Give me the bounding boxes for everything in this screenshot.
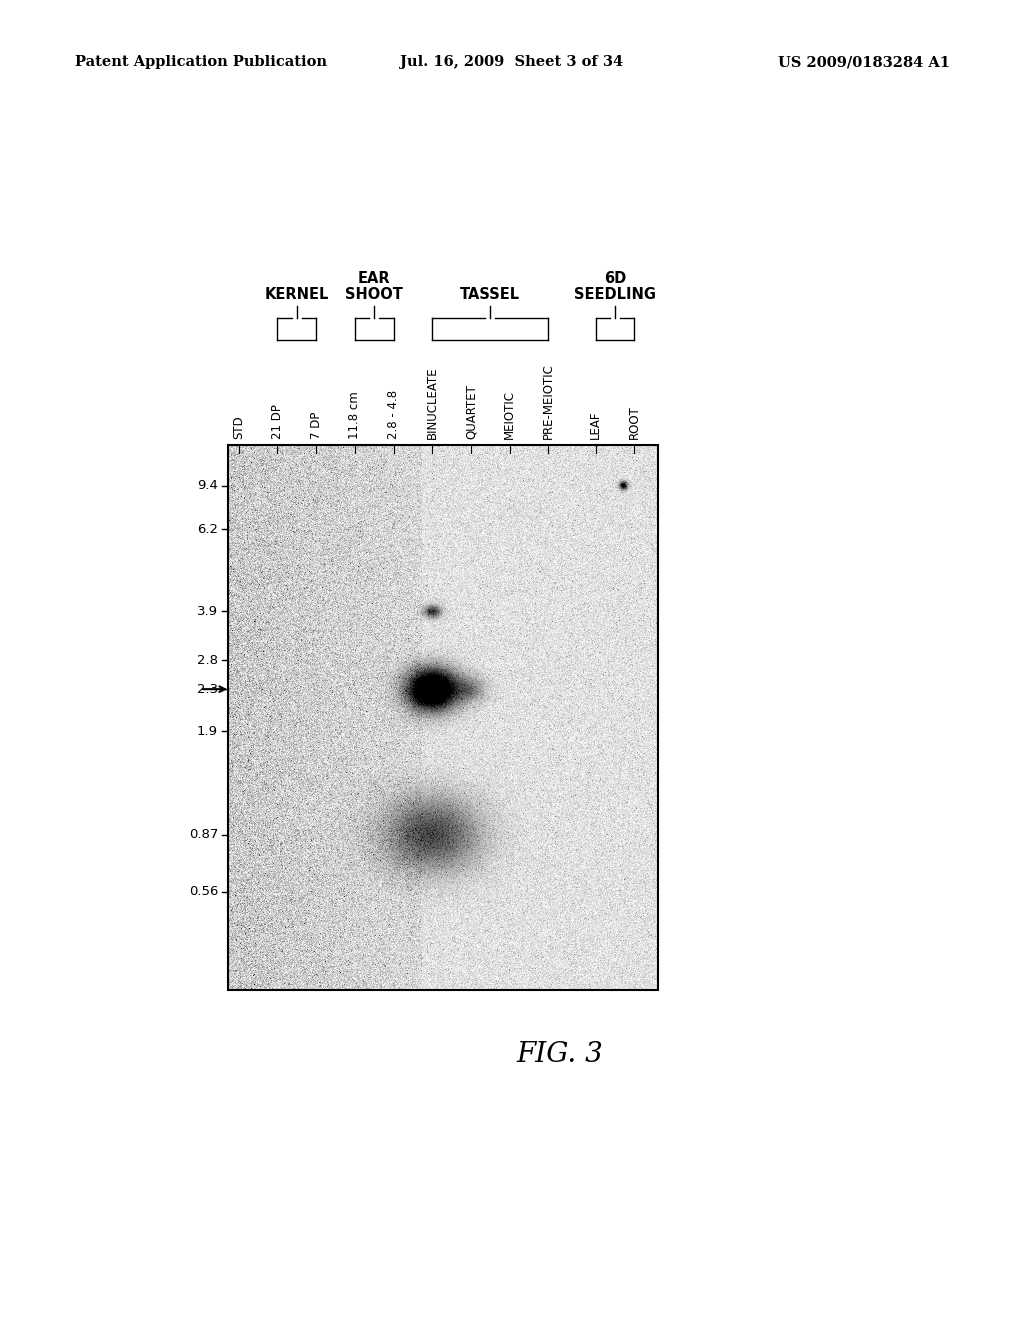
Text: 1.9: 1.9 [197, 725, 218, 738]
Text: STD: STD [232, 416, 246, 440]
Text: TASSEL: TASSEL [460, 286, 520, 302]
Text: 9.4: 9.4 [198, 479, 218, 492]
Text: 21 DP: 21 DP [271, 404, 284, 440]
Text: 6.2: 6.2 [197, 523, 218, 536]
Text: 2.8: 2.8 [197, 653, 218, 667]
Text: 11.8 cm: 11.8 cm [348, 391, 361, 440]
Text: PRE-MEIOTIC: PRE-MEIOTIC [542, 363, 555, 440]
Text: 2.3: 2.3 [197, 682, 218, 696]
Text: LEAF: LEAF [589, 411, 602, 440]
Text: FIG. 3: FIG. 3 [517, 1041, 603, 1068]
Text: Jul. 16, 2009  Sheet 3 of 34: Jul. 16, 2009 Sheet 3 of 34 [400, 55, 624, 69]
Text: Patent Application Publication: Patent Application Publication [75, 55, 327, 69]
Text: ROOT: ROOT [628, 405, 641, 440]
Text: 3.9: 3.9 [197, 605, 218, 618]
Text: 6D
SEEDLING: 6D SEEDLING [574, 271, 656, 302]
Text: 0.87: 0.87 [188, 828, 218, 841]
Text: KERNEL: KERNEL [264, 286, 329, 302]
Bar [228, 445, 658, 990]
Text: MEIOTIC: MEIOTIC [503, 389, 516, 440]
Text: QUARTET: QUARTET [465, 384, 477, 440]
Text: EAR
SHOOT: EAR SHOOT [345, 271, 403, 302]
Text: 2.8 - 4.8: 2.8 - 4.8 [387, 389, 400, 440]
Text: 0.56: 0.56 [188, 886, 218, 899]
Text: BINUCLEATE: BINUCLEATE [426, 367, 438, 440]
Text: 7 DP: 7 DP [309, 412, 323, 440]
Text: US 2009/0183284 A1: US 2009/0183284 A1 [778, 55, 950, 69]
